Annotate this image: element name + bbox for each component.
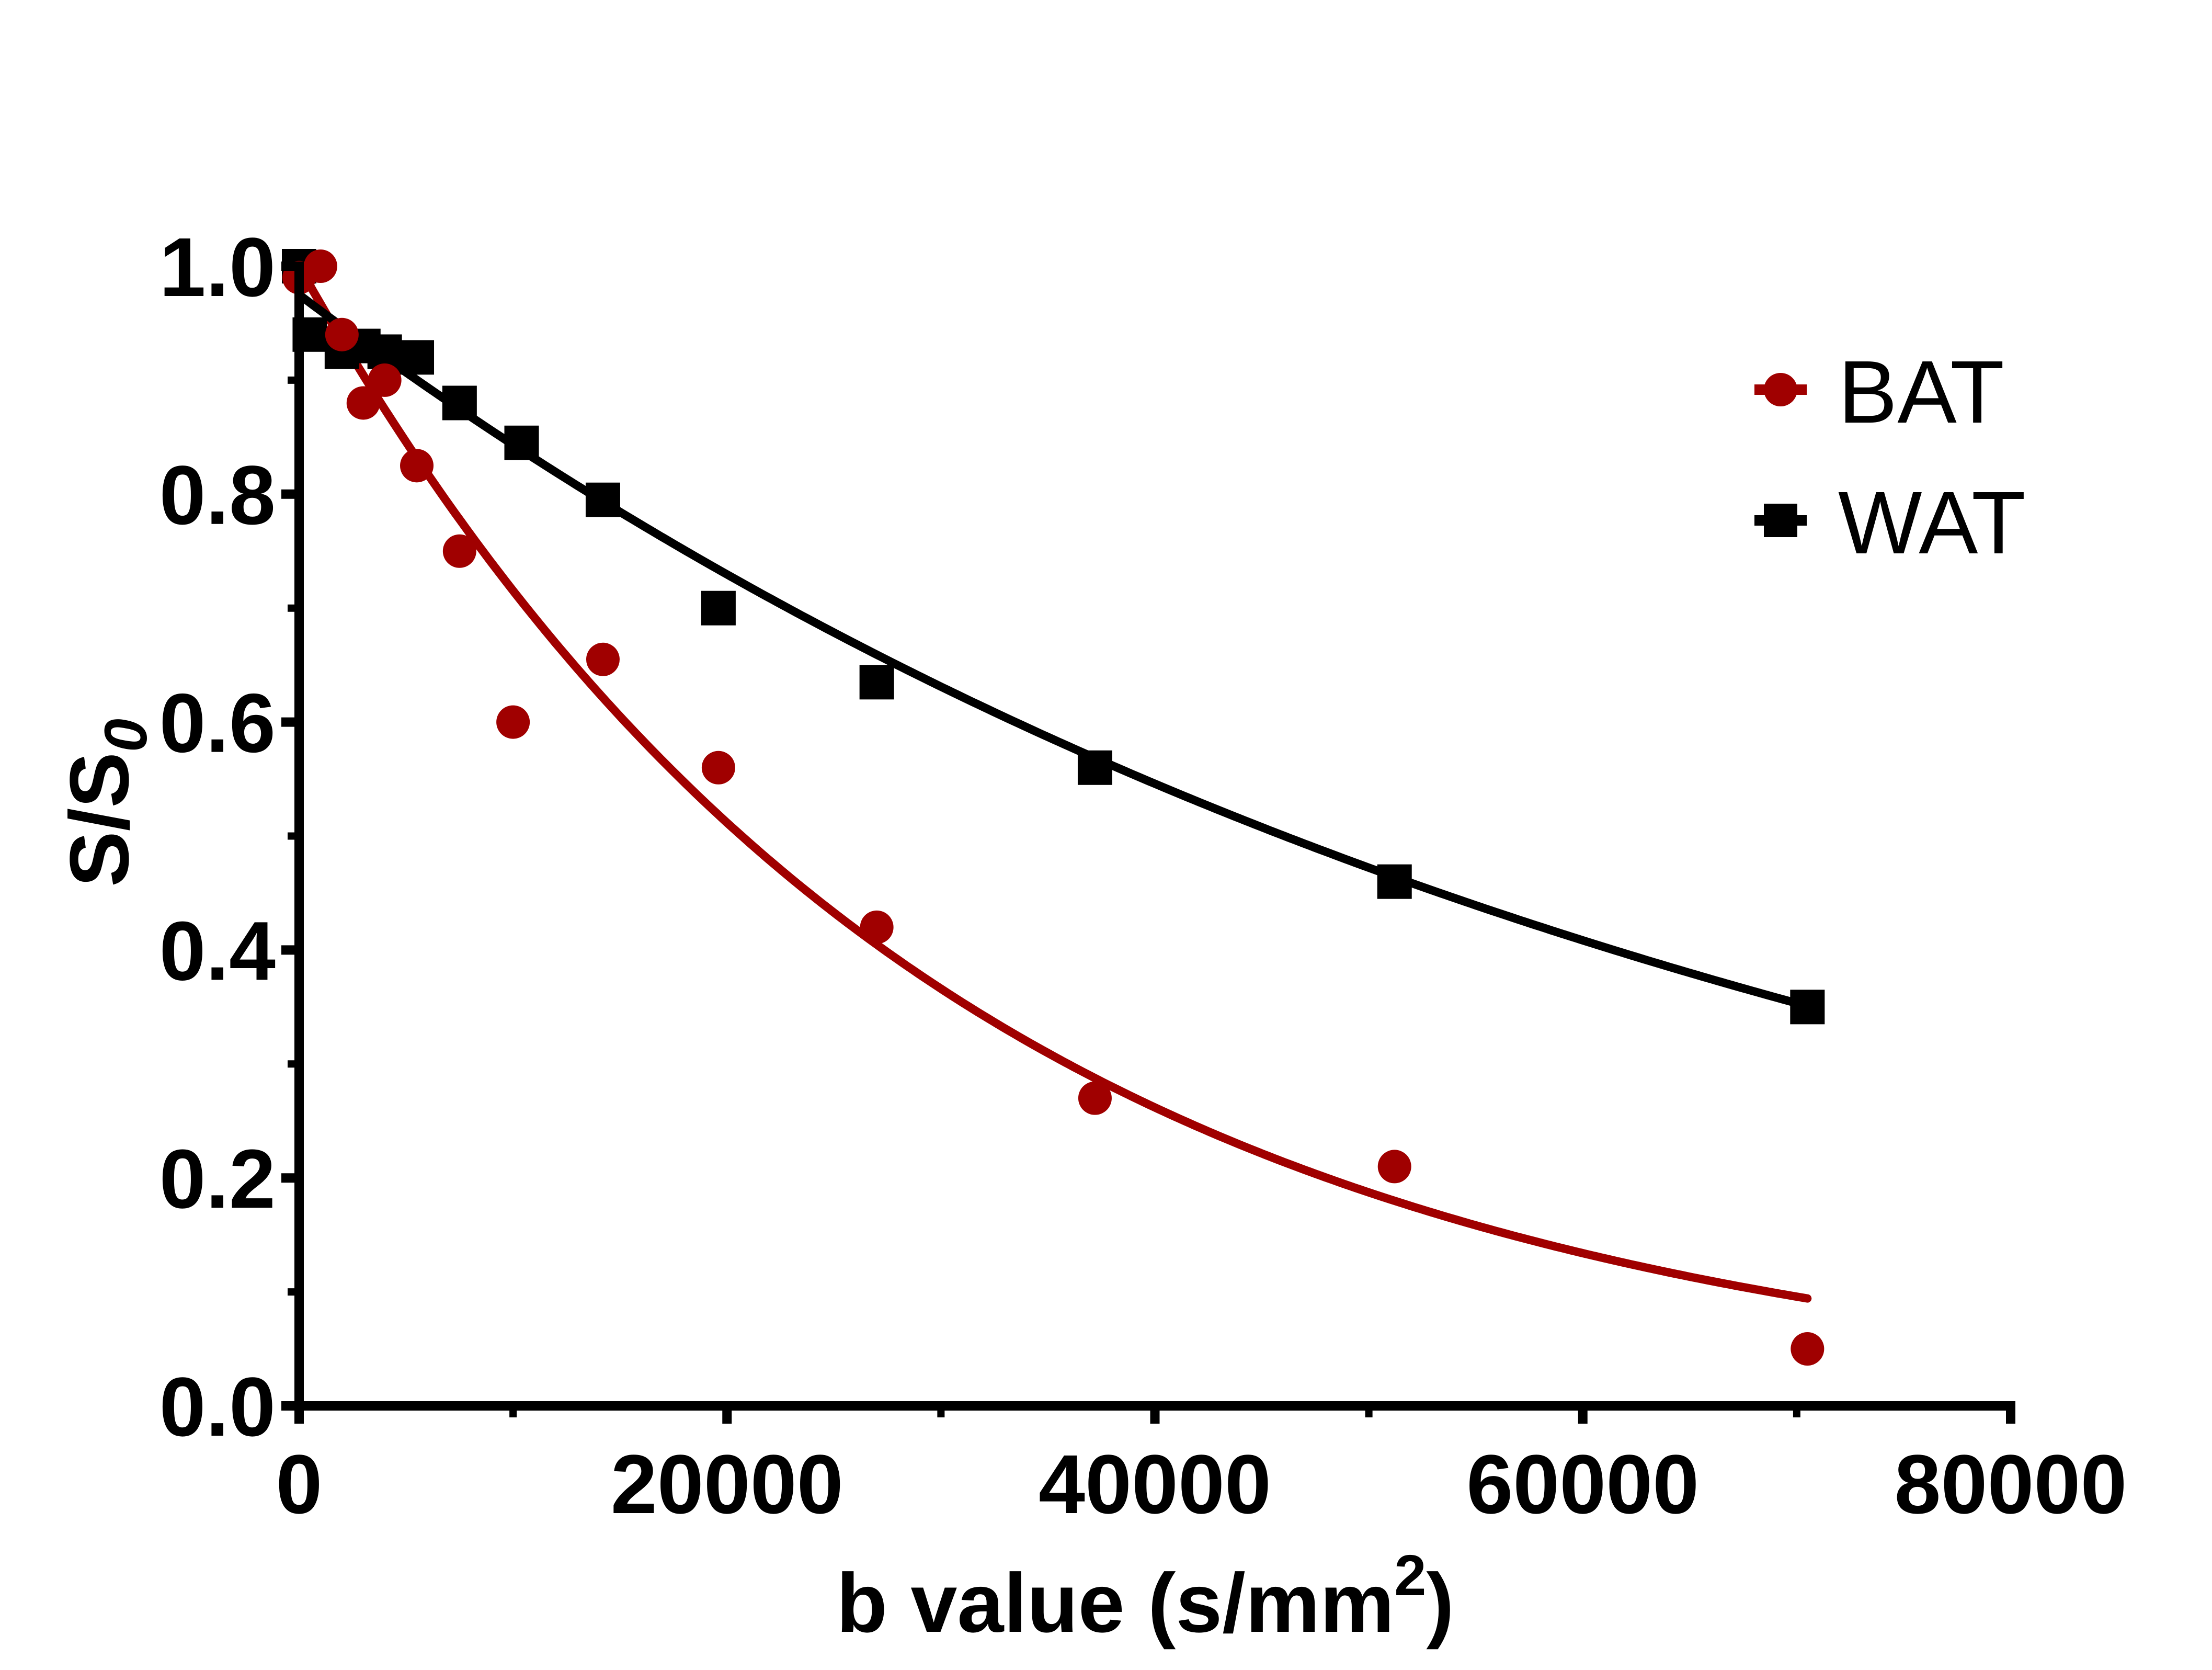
bat-point <box>1377 1150 1411 1184</box>
wat-point <box>701 590 736 626</box>
legend-bat-label: BAT <box>1838 343 2004 442</box>
y-axis-title-subscript: 0 <box>93 719 159 752</box>
bat-point <box>442 534 476 568</box>
legend-item-wat: WAT <box>1754 473 2026 573</box>
y-tick-label: 0.8 <box>159 448 276 542</box>
wat-point <box>367 334 402 369</box>
y-axis-title: S/S0 <box>52 719 159 887</box>
bat-point <box>496 705 530 739</box>
y-axis-title-text: S/S <box>52 752 146 887</box>
bat-point <box>860 910 894 944</box>
legend-bat-marker <box>1764 373 1797 406</box>
x-axis-title-text: b value (s/mm <box>836 1556 1394 1650</box>
x-axis-title: b value (s/mm2) <box>836 1543 1454 1650</box>
legend-wat-label: WAT <box>1838 473 2026 573</box>
x-tick-label: 20000 <box>611 1437 843 1531</box>
tick-labels: 0 20000 40000 60000 80000 0.0 0.2 0.4 0.6 0.8 1.0 <box>159 220 2127 1531</box>
x-axis-title-close: ) <box>1426 1556 1454 1650</box>
bat-point <box>1078 1081 1112 1115</box>
x-tick-label: 0 <box>276 1437 323 1531</box>
bat-point <box>400 449 434 483</box>
bat-point <box>701 751 735 785</box>
x-axis-title-superscript: 2 <box>1394 1543 1426 1608</box>
wat-point <box>504 425 539 460</box>
bat-point <box>303 249 337 283</box>
y-tick-label: 1.0 <box>159 220 276 314</box>
bat-point <box>368 363 402 397</box>
x-tick-label: 40000 <box>1039 1437 1271 1531</box>
x-tick-label: 80000 <box>1895 1437 2127 1531</box>
y-tick-label: 0.0 <box>159 1360 276 1453</box>
wat-point <box>1790 990 1825 1025</box>
wat-point <box>400 340 435 375</box>
legend-wat-marker <box>1764 504 1797 537</box>
y-tick-label: 0.4 <box>159 904 276 997</box>
wat-point <box>1077 750 1112 785</box>
wat-point <box>1377 864 1412 899</box>
legend-item-bat: BAT <box>1754 343 2004 442</box>
y-tick-label: 0.6 <box>159 676 276 770</box>
bat-point <box>346 386 380 420</box>
fit-lines <box>295 262 1812 1303</box>
bat-point <box>586 642 620 676</box>
bat-fit-line <box>295 262 1812 1303</box>
x-tick-label: 60000 <box>1466 1437 1699 1531</box>
y-tick-label: 0.2 <box>159 1132 276 1225</box>
wat-point <box>442 385 477 421</box>
bat-point <box>325 317 359 351</box>
wat-fit-line <box>295 290 1812 1010</box>
bat-point <box>1791 1332 1825 1366</box>
axes <box>281 262 2015 1424</box>
wat-point <box>585 482 620 517</box>
legend: BAT WAT <box>1754 343 2026 573</box>
wat-point <box>859 665 894 700</box>
